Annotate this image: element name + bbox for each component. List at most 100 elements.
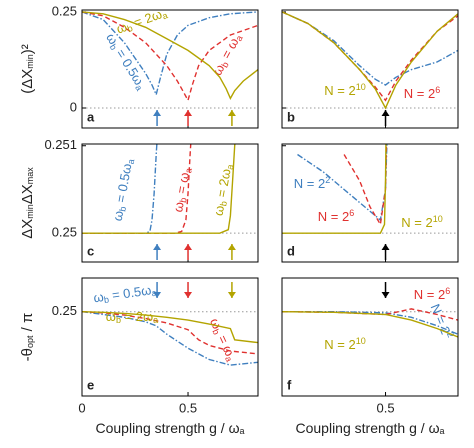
series-label-part: N = 2: [401, 215, 432, 230]
series-label-part: = ω: [213, 330, 237, 359]
series-label-part: 2: [445, 331, 456, 339]
series-label-part: a: [224, 164, 235, 171]
series-label-part: N = 2: [427, 302, 453, 337]
arrow-head: [153, 110, 162, 116]
series-label-part: 6: [435, 85, 440, 95]
x-axis-label-part: Coupling strength g / ω: [295, 420, 439, 436]
series-label-part: b: [126, 23, 134, 34]
line-series: [282, 311, 458, 338]
x-axis-label: Coupling strength g / ωa: [95, 420, 244, 436]
series-label-part: N = 2: [324, 83, 355, 98]
series-label-part: a: [133, 83, 144, 93]
series-label-part: 2: [325, 175, 330, 185]
series-label-part: b: [218, 200, 229, 207]
line-series: [297, 144, 388, 222]
series-label: ωb = 2ωa: [106, 309, 158, 324]
axes-frame: [281, 143, 459, 263]
series-label: N = 22: [294, 175, 330, 191]
arrow-head: [184, 292, 193, 298]
line-series: [82, 11, 258, 97]
series-label-part: N = 2: [294, 176, 325, 191]
line-series: [82, 311, 258, 355]
series-label-part: b: [219, 60, 230, 69]
y-tick-label: 0: [70, 99, 77, 114]
y-tick-label: 0.25: [52, 3, 77, 18]
arrow-head: [184, 244, 193, 250]
line-series: [282, 11, 458, 110]
series-label: ωb = ωa: [171, 166, 194, 213]
y-axis-label-part: (ΔX: [19, 69, 36, 94]
series-label-part: ω: [106, 309, 116, 324]
series-label-part: a: [223, 354, 234, 363]
arrow-head: [381, 110, 390, 116]
series-label: ωb = 0.5ωa: [92, 282, 157, 306]
axes-frame: [81, 277, 259, 397]
series-label-part: a: [183, 167, 194, 174]
axes-frame: [281, 277, 459, 397]
series-label: ωb = 2ωa: [211, 163, 235, 217]
series-label-part: N = 2: [324, 337, 355, 352]
series-label-part: b: [117, 206, 128, 213]
series-label-part: N = 2: [414, 287, 445, 302]
y-axis-label: (ΔXmin)²: [19, 44, 36, 94]
line-series: [82, 11, 258, 100]
y-tick-label: 0.25: [52, 225, 77, 240]
series-label-part: 10: [433, 214, 443, 224]
y-axis-label-part: ΔX: [19, 219, 36, 239]
series-label-part: = 2ω: [121, 309, 153, 324]
y-axis-label-part: max: [25, 167, 35, 185]
series-label-part: N = 2: [404, 86, 435, 101]
series-label-part: ω: [110, 210, 127, 223]
y-tick-label: 0.251: [44, 137, 77, 152]
series-label: ωb = ωa: [206, 316, 239, 363]
series-label-part: b: [211, 327, 222, 336]
series-label: N = 22: [427, 301, 456, 341]
x-axis-label: Coupling strength g / ωa: [295, 420, 444, 436]
series-label-part: 6: [349, 208, 354, 218]
panel-letter: b: [287, 109, 295, 124]
y-tick-label: 0.25: [52, 303, 77, 318]
x-tick-label: 0: [78, 400, 85, 415]
x-tick-label: 0.5: [376, 400, 394, 415]
line-series: [82, 144, 192, 234]
series-label: N = 26: [414, 286, 450, 302]
series-label-part: = 0.5ω: [113, 162, 135, 207]
panel-letter: a: [87, 109, 95, 124]
series-label-part: a: [233, 33, 244, 42]
line-series: [282, 144, 387, 234]
arrow-head: [153, 244, 162, 250]
y-axis-label-part: )²: [19, 44, 36, 54]
axes-frame: [81, 9, 259, 129]
series-label-part: N = 2: [318, 209, 349, 224]
axes-frame: [281, 9, 459, 129]
series-label: ωb = 0.5ωa: [110, 157, 136, 222]
arrow-head: [184, 110, 193, 116]
line-series: [82, 311, 258, 366]
series-label-part: b: [108, 42, 119, 52]
series-label-part: 10: [356, 336, 366, 346]
series-label-part: b: [103, 294, 109, 305]
series-label: N = 210: [401, 214, 442, 230]
y-axis-label-part: -θ: [19, 348, 36, 361]
x-tick-label: 0.5: [179, 400, 197, 415]
line-series: [82, 311, 258, 344]
series-label-part: 10: [356, 82, 366, 92]
x-axis-label-part: a: [440, 426, 445, 436]
panel-letter: e: [87, 377, 94, 392]
series-label-part: b: [178, 197, 189, 204]
panel-letter: c: [87, 243, 94, 258]
series-label-part: a: [161, 10, 169, 21]
arrow-head: [227, 292, 236, 298]
series-label-part: = ω: [173, 171, 192, 198]
series-label-part: a: [125, 158, 136, 165]
x-axis-label-part: Coupling strength g / ω: [95, 420, 239, 436]
series-label-part: ω: [171, 201, 188, 214]
series-label-part: a: [153, 315, 158, 325]
y-axis-label: ΔXminΔXmax: [19, 167, 36, 239]
series-label-part: b: [116, 315, 121, 325]
series-label-part: ω: [211, 204, 228, 217]
arrow-head: [227, 244, 236, 250]
series-label-part: ω: [92, 290, 104, 306]
panel-letter: d: [287, 243, 295, 258]
